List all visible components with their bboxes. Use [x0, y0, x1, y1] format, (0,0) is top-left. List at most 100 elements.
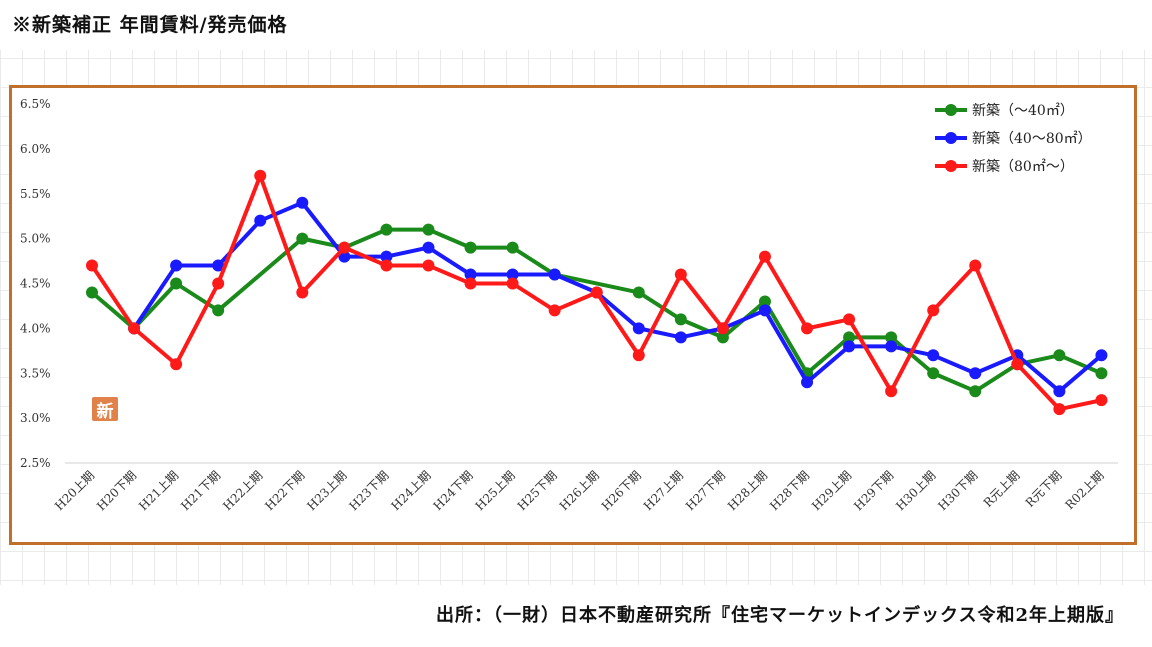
data-point: [1011, 358, 1024, 371]
data-point: [422, 223, 435, 236]
data-point: [338, 241, 351, 254]
data-point: [296, 286, 309, 299]
data-point: [885, 385, 898, 398]
x-tick-label: H30上期: [893, 468, 938, 513]
data-point: [128, 322, 141, 335]
data-point: [1095, 349, 1108, 362]
data-point: [212, 259, 225, 272]
x-tick-label: H26下期: [599, 468, 644, 513]
y-tick-label: 3.0%: [20, 411, 51, 425]
y-tick-label: 4.0%: [20, 321, 51, 335]
data-point: [969, 367, 982, 380]
data-point: [758, 250, 771, 263]
data-point: [1053, 403, 1066, 416]
x-tick-label: H28下期: [767, 468, 812, 513]
data-point: [548, 268, 561, 281]
data-point: [380, 250, 393, 263]
x-tick-label: H24上期: [389, 468, 434, 513]
series-line: [90, 227, 1103, 394]
data-point: [464, 277, 477, 290]
y-tick-label: 6.0%: [20, 142, 51, 156]
x-tick-label: H22下期: [262, 468, 307, 513]
data-point: [843, 340, 856, 353]
legend-label: 新築（80㎡～）: [972, 159, 1074, 175]
x-tick-label: H28上期: [725, 468, 770, 513]
x-tick-label: H21下期: [178, 468, 223, 513]
data-point: [380, 259, 393, 272]
data-point: [674, 268, 687, 281]
x-tick-label: H20下期: [94, 468, 139, 513]
data-point: [758, 304, 771, 317]
data-point: [548, 304, 561, 317]
y-tick-label: 5.5%: [20, 187, 51, 201]
data-point: [927, 349, 940, 362]
source-note: 出所：（一財）日本不動産研究所『住宅マーケットインデックス令和2年上期版』: [436, 605, 1124, 626]
x-tick-label: H21上期: [136, 468, 181, 513]
data-point: [254, 214, 267, 227]
footer-area: [0, 585, 1152, 647]
data-point: [590, 286, 603, 299]
data-point: [801, 322, 814, 335]
y-tick-label: 6.5%: [20, 97, 51, 111]
x-tick-label: R02上期: [1062, 468, 1106, 512]
data-point: [1095, 367, 1108, 380]
data-point: [843, 331, 856, 344]
data-point: [801, 376, 814, 389]
legend-marker: [945, 104, 957, 116]
page-title: ※新築補正 年間賃料/発売価格: [12, 14, 288, 36]
data-point: [464, 241, 477, 254]
legend-marker: [945, 160, 957, 172]
data-point: [969, 259, 982, 272]
data-point: [758, 295, 771, 308]
data-point: [927, 367, 940, 380]
x-tick-label: R元下期: [1023, 468, 1065, 510]
data-point: [632, 349, 645, 362]
data-point: [716, 322, 729, 335]
y-tick-label: 5.0%: [20, 232, 51, 246]
data-point: [254, 169, 267, 182]
data-point: [843, 313, 856, 326]
data-point: [674, 331, 687, 344]
data-point: [969, 385, 982, 398]
data-point: [380, 223, 393, 236]
data-point: [212, 277, 225, 290]
x-tick-label: H30下期: [935, 468, 980, 513]
data-point: [170, 277, 183, 290]
data-point: [296, 196, 309, 209]
data-point: [170, 259, 183, 272]
x-tick-label: H23下期: [346, 468, 391, 513]
data-point: [885, 340, 898, 353]
y-tick-label: 3.5%: [20, 366, 51, 380]
x-tick-label: R元上期: [981, 468, 1023, 510]
data-point: [86, 259, 98, 272]
x-tick-label: H26上期: [557, 468, 602, 513]
data-point: [506, 268, 519, 281]
x-tick-label: H29上期: [809, 468, 854, 513]
x-tick-label: H24下期: [431, 468, 476, 513]
data-point: [422, 241, 435, 254]
data-point: [1095, 394, 1108, 407]
data-point: [632, 322, 645, 335]
x-tick-label: H25下期: [515, 468, 560, 513]
data-point: [422, 259, 435, 272]
series-line: [132, 200, 1103, 394]
data-point: [464, 268, 477, 281]
data-point: [632, 286, 645, 299]
x-tick-label: H20上期: [52, 468, 97, 513]
legend-label: 新築（～40㎡）: [972, 103, 1074, 119]
new-badge-icon: 新: [92, 397, 118, 422]
data-point: [716, 331, 729, 344]
x-tick-label: H23上期: [304, 468, 349, 513]
data-point: [674, 313, 687, 326]
header-area: [0, 0, 1152, 50]
x-tick-label: H25上期: [473, 468, 518, 513]
data-point: [885, 331, 898, 344]
y-tick-label: 2.5%: [20, 456, 51, 470]
legend-label: 新築（40～80㎡）: [972, 131, 1092, 147]
data-point: [506, 277, 519, 290]
x-tick-label: H27下期: [683, 468, 728, 513]
y-tick-label: 4.5%: [20, 277, 51, 291]
data-point: [1053, 385, 1066, 398]
data-point: [927, 304, 940, 317]
